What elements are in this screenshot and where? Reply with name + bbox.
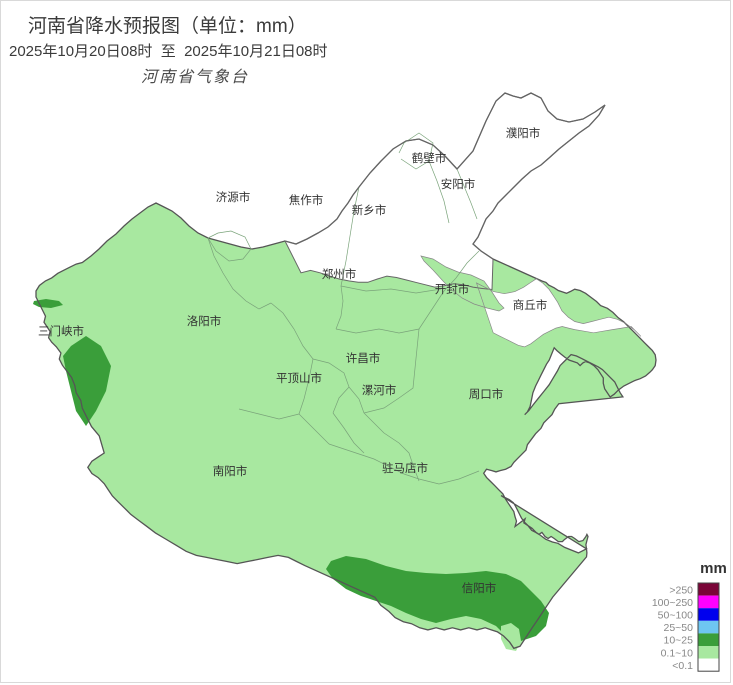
svg-text:漯河市: 漯河市 (362, 383, 397, 397)
svg-text:>250: >250 (669, 584, 693, 596)
svg-text:濮阳市: 濮阳市 (506, 126, 541, 140)
svg-text:100~250: 100~250 (652, 597, 693, 609)
svg-text:50~100: 50~100 (658, 610, 693, 622)
svg-text:许昌市: 许昌市 (346, 351, 381, 365)
svg-text:新乡市: 新乡市 (352, 203, 387, 217)
svg-text:郑州市: 郑州市 (322, 267, 357, 281)
svg-text:驻马店市: 驻马店市 (382, 461, 428, 475)
svg-text:安阳市: 安阳市 (441, 177, 476, 191)
svg-text:0.1~10: 0.1~10 (661, 647, 694, 659)
svg-text:10~25: 10~25 (664, 635, 694, 647)
svg-text:焦作市: 焦作市 (289, 193, 324, 207)
svg-text:信阳市: 信阳市 (462, 581, 497, 595)
svg-text:周口市: 周口市 (469, 387, 504, 401)
svg-text:商丘市: 商丘市 (513, 298, 548, 312)
svg-text:开封市: 开封市 (435, 282, 470, 296)
svg-text:三门峡市: 三门峡市 (38, 324, 84, 338)
svg-text:25~50: 25~50 (664, 622, 694, 634)
svg-text:<0.1: <0.1 (672, 660, 693, 672)
svg-text:鹤壁市: 鹤壁市 (412, 151, 447, 165)
svg-text:南阳市: 南阳市 (213, 464, 248, 478)
svg-text:平顶山市: 平顶山市 (276, 371, 322, 385)
svg-text:mm: mm (700, 560, 727, 577)
svg-text:济源市: 济源市 (216, 190, 251, 204)
svg-text:洛阳市: 洛阳市 (187, 314, 222, 328)
